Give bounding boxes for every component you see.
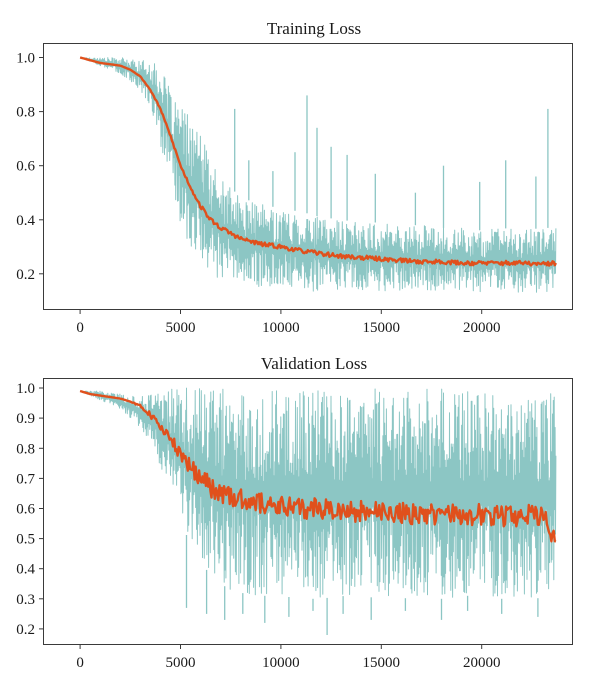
validation-loss-y-tick-label: 0.6 xyxy=(16,502,35,518)
training-loss-smoothed-line xyxy=(79,56,557,267)
validation-loss-plot-frame xyxy=(43,378,573,645)
validation-loss-smoothed-series xyxy=(79,389,557,543)
validation-loss-x-axis: 0 5000 10000 15000 20000 xyxy=(76,644,500,671)
training-loss-panel: Training Loss 0.2 0.4 0.6 0.8 1.0 0 5000 10000… xyxy=(16,19,573,336)
validation-loss-y-tick-label: 0.7 xyxy=(16,471,35,487)
validation-loss-y-tick-label: 0.4 xyxy=(16,562,35,578)
validation-loss-x-tick-label: 15000 xyxy=(363,655,401,671)
validation-loss-x-tick-label: 5000 xyxy=(166,655,196,671)
training-loss-y-axis: 0.2 0.4 0.6 0.8 1.0 xyxy=(16,51,44,283)
training-loss-y-tick-label: 0.8 xyxy=(16,105,35,121)
training-loss-raw-line xyxy=(80,57,557,293)
validation-loss-y-tick-label: 1.0 xyxy=(16,381,35,397)
training-loss-raw-series xyxy=(80,57,557,293)
training-loss-x-tick-label: 10000 xyxy=(262,320,300,336)
validation-loss-y-tick-label: 0.2 xyxy=(16,622,35,638)
validation-loss-y-tick-label: 0.5 xyxy=(16,532,35,548)
validation-loss-x-tick-label: 20000 xyxy=(463,655,501,671)
training-loss-plot-frame xyxy=(43,43,573,310)
validation-loss-y-tick-label: 0.3 xyxy=(16,592,35,608)
training-loss-y-tick-label: 0.2 xyxy=(16,267,35,283)
training-loss-y-tick-label: 0.6 xyxy=(16,159,35,175)
training-loss-x-axis: 0 5000 10000 15000 20000 xyxy=(76,309,500,336)
validation-loss-y-axis: 0.2 0.3 0.4 0.5 0.6 0.7 0.8 0.9 1.0 xyxy=(16,381,44,638)
training-loss-smoothed-series xyxy=(79,56,557,267)
training-loss-y-tick-label: 1.0 xyxy=(16,51,35,67)
validation-loss-panel: Validation Loss 0.2 0.3 0.4 0.5 0.6 0.7 0.8 0.9… xyxy=(16,354,573,671)
validation-loss-smoothed-line xyxy=(79,389,557,543)
validation-loss-y-tick-label: 0.8 xyxy=(16,441,35,457)
training-loss-title: Training Loss xyxy=(267,19,361,38)
validation-loss-x-tick-label: 0 xyxy=(76,655,84,671)
training-loss-y-tick-label: 0.4 xyxy=(16,213,35,229)
validation-loss-x-tick-label: 10000 xyxy=(262,655,300,671)
training-loss-x-tick-label: 15000 xyxy=(363,320,401,336)
training-loss-x-tick-label: 5000 xyxy=(166,320,196,336)
validation-loss-y-tick-label: 0.9 xyxy=(16,411,35,427)
validation-loss-title: Validation Loss xyxy=(261,354,367,373)
training-loss-x-tick-label: 0 xyxy=(76,320,84,336)
training-loss-x-tick-label: 20000 xyxy=(463,320,501,336)
